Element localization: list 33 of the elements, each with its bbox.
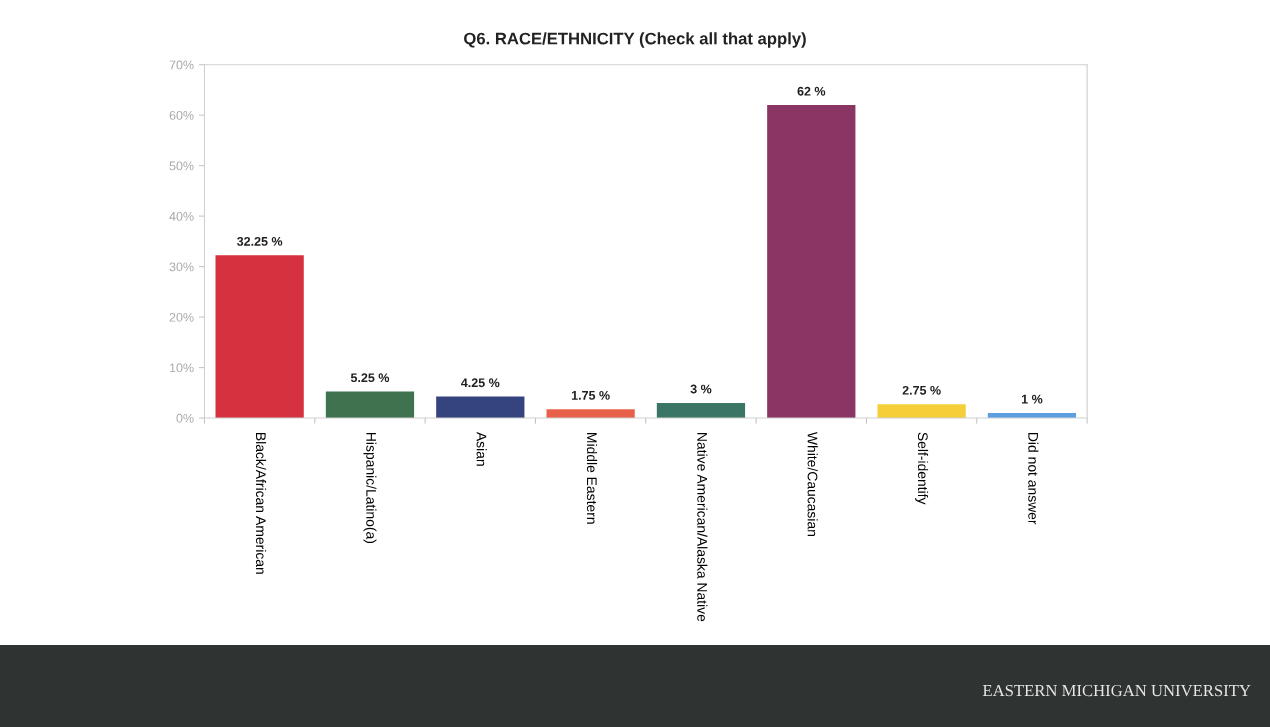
y-tick-label: 0%	[176, 413, 194, 423]
x-tick-label: Did not answer	[1028, 433, 1039, 525]
chart-title: Q6. RACE/ETHNICITY (Check all that apply)	[464, 32, 806, 48]
data-label: 3 %	[690, 384, 712, 394]
data-label: 5.25 %	[350, 373, 390, 383]
bar	[436, 396, 525, 419]
x-tick-label: Asian	[476, 431, 487, 466]
y-tick-label: 70%	[169, 60, 194, 70]
y-tick-label: 50%	[169, 161, 194, 171]
y-tick-label: 30%	[169, 262, 194, 272]
x-tick-label: Middle Eastern	[586, 433, 598, 524]
data-label: 32.25 %	[236, 236, 283, 246]
bar	[325, 391, 415, 419]
data-label: 1.75 %	[571, 390, 610, 400]
bar	[546, 409, 635, 419]
y-tick-label: 10%	[169, 363, 194, 373]
y-tick-label: 20%	[169, 312, 194, 322]
data-label: 62 %	[797, 86, 826, 96]
bar	[215, 255, 304, 419]
text: EASTERN MICHIGAN UNIVERSITY	[982, 684, 1251, 697]
x-tick-label: Hispanic/Latino(a)	[363, 433, 377, 543]
data-label: 2.75 %	[902, 385, 941, 395]
bar	[767, 105, 856, 419]
data-label: 4.25 %	[461, 378, 500, 388]
x-tick-label: White/Caucasian	[807, 431, 818, 536]
data-label: 1 %	[1021, 394, 1043, 404]
x-tick-label: Native American/Alaska Native	[697, 433, 708, 622]
x-tick-label: Black/African American	[255, 433, 267, 574]
y-tick-label: 40%	[169, 211, 194, 221]
bar	[656, 402, 746, 419]
y-tick-label: 60%	[169, 110, 194, 120]
x-tick-label: Self-identify	[915, 432, 929, 505]
bar	[877, 404, 966, 419]
